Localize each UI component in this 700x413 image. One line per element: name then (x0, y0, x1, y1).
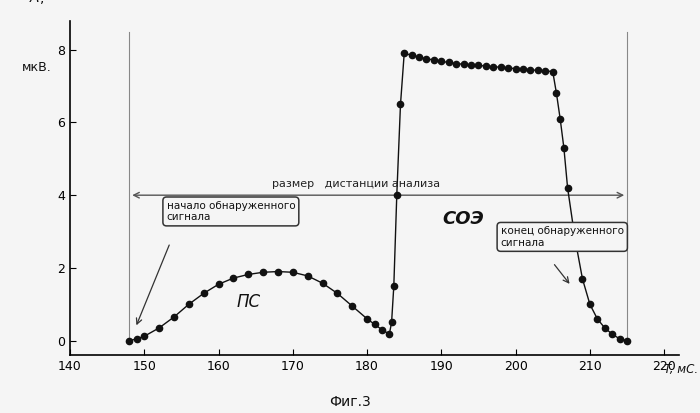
Text: Фиг.3: Фиг.3 (329, 395, 371, 409)
Text: конец обнаруженного
сигнала: конец обнаруженного сигнала (500, 226, 624, 248)
Text: T, мС.: T, мС. (664, 363, 699, 376)
Text: мкВ.: мкВ. (22, 61, 51, 74)
Text: СОЭ: СОЭ (442, 210, 484, 228)
Text: начало обнаруженного
сигнала: начало обнаруженного сигнала (167, 201, 295, 222)
Text: ПС: ПС (236, 294, 260, 311)
Text: $\bar{A},$: $\bar{A},$ (29, 0, 44, 7)
Text: размер   дистанции анализа: размер дистанции анализа (272, 179, 440, 189)
